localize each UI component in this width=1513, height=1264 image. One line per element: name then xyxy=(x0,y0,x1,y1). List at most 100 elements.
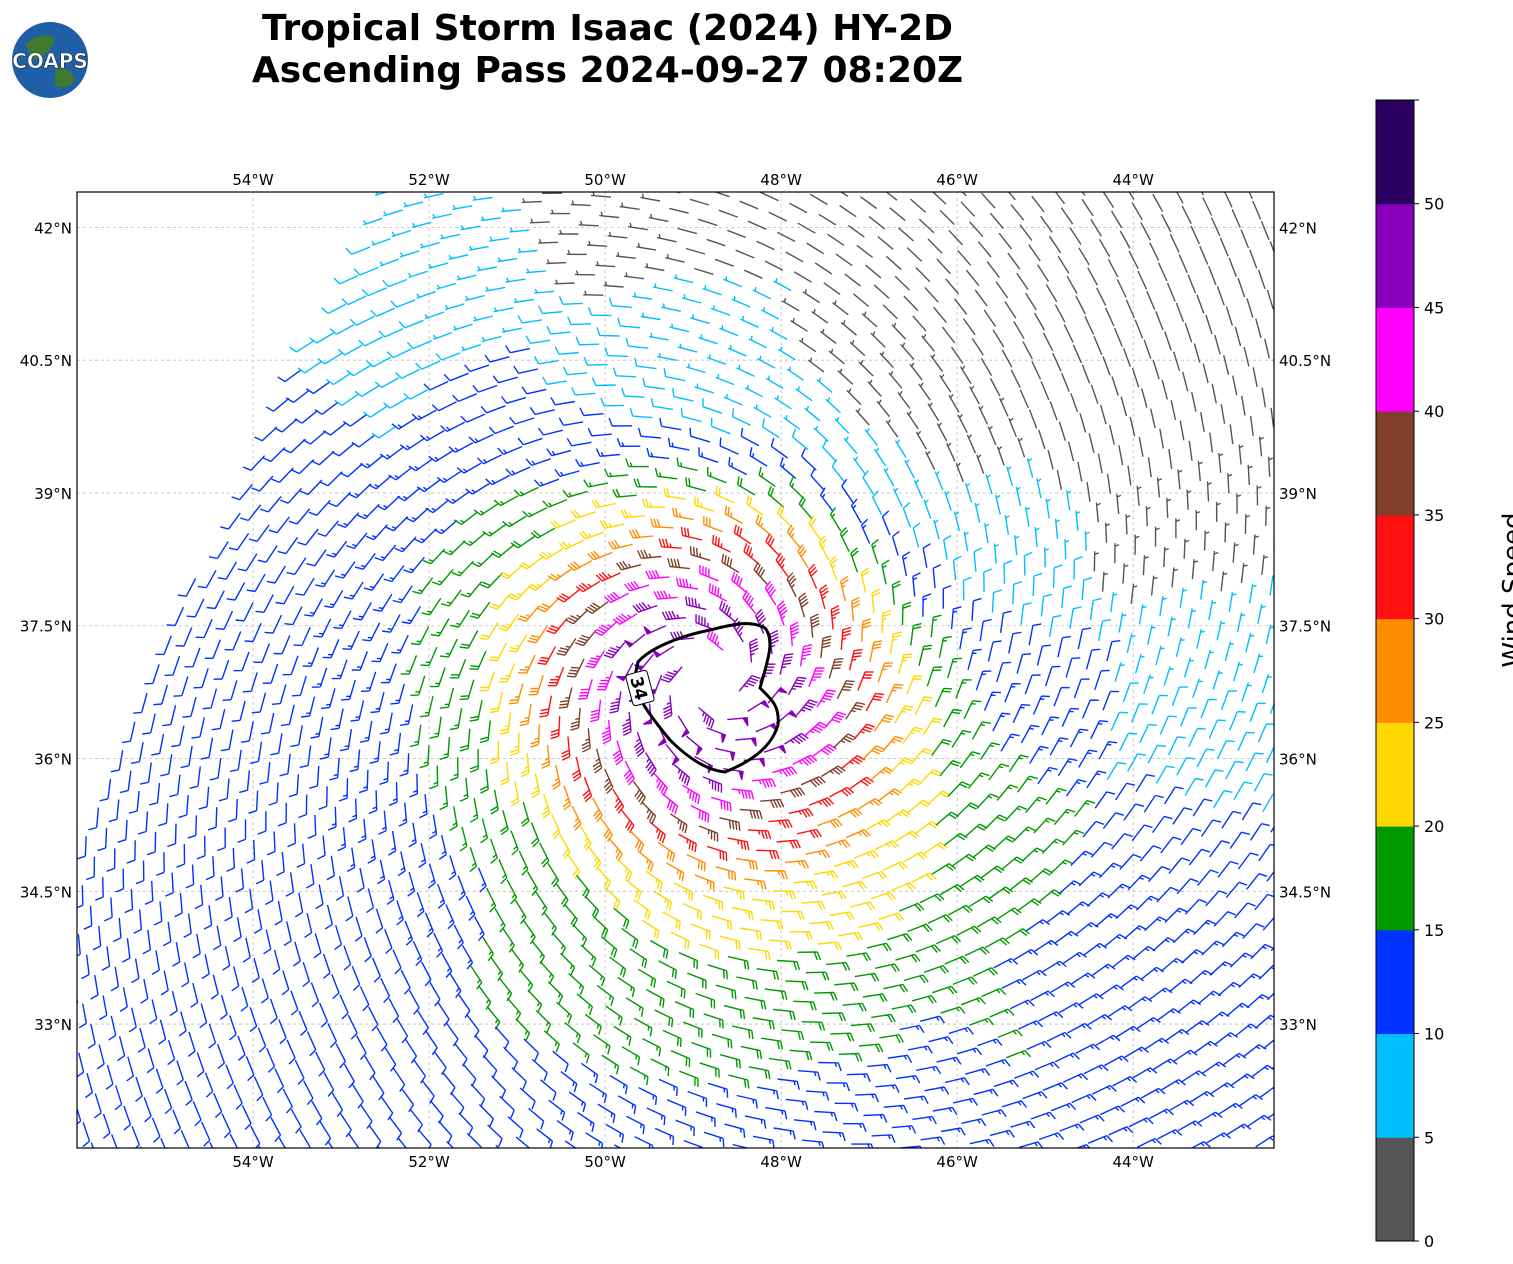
wind-barb xyxy=(715,486,735,504)
wind-barb xyxy=(650,518,674,529)
wind-barb xyxy=(162,705,177,727)
wind-barb xyxy=(1007,252,1021,270)
wind-barb xyxy=(441,953,453,978)
wind-barb xyxy=(822,1012,847,1022)
wind-barb xyxy=(974,289,988,307)
wind-barb xyxy=(1035,192,1036,193)
wind-barb xyxy=(1230,1073,1255,1087)
wind-barb xyxy=(498,977,513,1002)
wind-barb xyxy=(337,827,347,852)
wind-barb xyxy=(346,364,371,377)
wind-barb xyxy=(470,1083,486,1107)
wind-barb xyxy=(960,365,972,385)
wind-barb xyxy=(676,457,698,472)
wind-barb xyxy=(410,626,430,646)
wind-barb xyxy=(723,1004,746,1020)
wind-barb xyxy=(1139,723,1157,743)
wind-barb xyxy=(657,352,678,361)
wind-barb xyxy=(286,1039,296,1065)
wind-barb xyxy=(987,425,997,446)
wind-barb xyxy=(1152,359,1160,380)
wind-barb xyxy=(1107,259,1119,278)
wind-barb xyxy=(584,895,600,919)
wind-barb xyxy=(313,933,322,959)
wind-barb xyxy=(469,699,483,722)
wind-barb xyxy=(682,902,702,921)
wind-barb xyxy=(764,870,789,880)
wind-barb xyxy=(1130,703,1148,723)
wind-barb xyxy=(274,418,298,433)
wind-barb xyxy=(1216,286,1225,306)
wind-barb xyxy=(547,568,572,582)
wind-barb xyxy=(920,1015,946,1024)
wind-barb xyxy=(894,439,907,458)
wind-barb xyxy=(222,945,231,971)
wind-barb xyxy=(943,832,968,847)
wind-barb xyxy=(117,819,128,843)
wind-barb xyxy=(528,675,544,696)
wind-barb xyxy=(850,547,859,573)
wind-barb xyxy=(359,454,384,469)
wind-barb xyxy=(600,936,618,958)
wind-barb xyxy=(1003,560,1013,584)
wind-barb xyxy=(322,422,347,436)
wind-barb xyxy=(560,1071,578,1093)
wind-barb xyxy=(1074,799,1096,817)
wind-barb xyxy=(1128,1117,1154,1128)
wind-barb xyxy=(1204,649,1214,670)
wind-barb xyxy=(345,896,354,922)
wind-barb xyxy=(735,857,759,871)
wind-barb xyxy=(430,618,450,637)
wind-barb xyxy=(416,291,436,299)
wind-barb xyxy=(1118,612,1127,633)
wind-barb xyxy=(274,1068,285,1094)
wind-barb xyxy=(561,736,571,761)
wind-barb xyxy=(78,1003,88,1029)
wind-barb xyxy=(445,491,470,504)
wind-barb xyxy=(809,921,834,931)
wind-barb xyxy=(1010,204,1025,221)
wind-barb xyxy=(916,1065,942,1075)
wind-barb xyxy=(850,596,861,622)
wind-barb xyxy=(189,1151,198,1175)
wind-barb xyxy=(294,892,304,918)
wind-barb xyxy=(1240,563,1248,584)
wind-barb xyxy=(807,357,825,373)
wind-barb xyxy=(940,1127,966,1136)
wind-barb xyxy=(105,1064,114,1090)
wind-barb xyxy=(1245,632,1255,653)
wind-barb xyxy=(304,598,323,617)
wind-barb xyxy=(885,192,898,201)
wind-barb xyxy=(1167,736,1186,756)
wind-barb xyxy=(428,262,448,270)
wind-barb xyxy=(955,462,964,483)
wind-barb xyxy=(776,231,796,243)
wind-barb xyxy=(208,1023,217,1049)
wind-barb xyxy=(158,1019,167,1045)
wind-barb xyxy=(228,798,238,823)
wind-barb xyxy=(840,626,852,650)
wind-barb xyxy=(987,640,1002,662)
wind-barb xyxy=(1087,1134,1114,1144)
wind-barb xyxy=(517,605,540,622)
wind-barb xyxy=(939,209,955,225)
wind-barb xyxy=(972,967,998,977)
wind-barb xyxy=(77,836,87,860)
wind-barb xyxy=(1127,465,1132,486)
wind-barb xyxy=(969,1017,995,1026)
wind-barb xyxy=(926,666,943,687)
wind-barb xyxy=(822,1131,846,1142)
wind-barb xyxy=(244,622,262,643)
wind-barb xyxy=(795,386,813,402)
colorbar-segment xyxy=(1376,722,1414,827)
wind-barb xyxy=(579,826,592,851)
wind-barb xyxy=(104,897,113,922)
wind-barb xyxy=(456,274,477,281)
wind-barb xyxy=(879,351,895,369)
wind-barb xyxy=(519,969,534,993)
wind-barb xyxy=(1127,874,1151,891)
wind-barb xyxy=(687,1090,708,1107)
wind-barb xyxy=(1087,267,1099,286)
lon-tick-label-bottom: 54°W xyxy=(232,1153,274,1171)
wind-barb xyxy=(641,919,660,940)
